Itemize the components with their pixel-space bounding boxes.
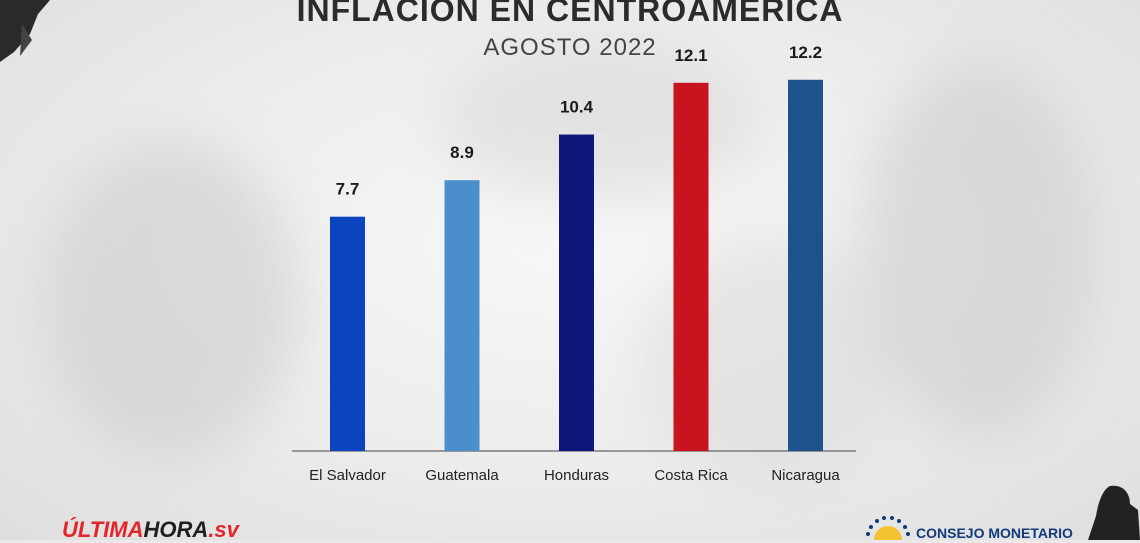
logo-part-sv: .sv xyxy=(208,517,239,542)
bar-honduras xyxy=(559,134,594,452)
value-label-costa-rica: 12.1 xyxy=(674,46,707,65)
consejo-monetario-text: CONSEJO MONETARIO xyxy=(916,525,1073,541)
ultimahora-logo: ÚLTIMAHORA.sv xyxy=(62,517,239,543)
category-label-el-salvador: El Salvador xyxy=(309,467,386,484)
logo-part-ultima: ÚLTIMA xyxy=(62,517,144,542)
category-label-guatemala: Guatemala xyxy=(425,467,499,484)
bar-nicaragua xyxy=(788,79,823,452)
bar-guatemala xyxy=(444,180,480,451)
stars-sun-emblem xyxy=(866,516,910,540)
category-label-nicaragua: Nicaragua xyxy=(771,467,840,484)
logo-part-hora: HORA xyxy=(143,517,209,542)
corner-figure-top-left xyxy=(0,0,50,62)
category-label-costa-rica: Costa Rica xyxy=(654,467,728,484)
value-label-el-salvador: 7.7 xyxy=(336,180,360,199)
consejo-monetario-logo: CONSEJO MONETARIO xyxy=(862,514,1073,541)
chart-title: INFLACIÓN EN CENTROAMÉRICA xyxy=(296,0,844,28)
category-label-honduras: Honduras xyxy=(544,467,609,484)
value-label-honduras: 10.4 xyxy=(560,98,594,117)
value-label-guatemala: 8.9 xyxy=(450,143,474,162)
chart-subtitle: AGOSTO 2022 xyxy=(483,34,657,61)
corner-figure-bottom-right xyxy=(1088,485,1140,540)
value-label-nicaragua: 12.2 xyxy=(789,43,822,62)
bar-el-salvador xyxy=(330,216,365,451)
bar-costa-rica xyxy=(673,82,709,452)
